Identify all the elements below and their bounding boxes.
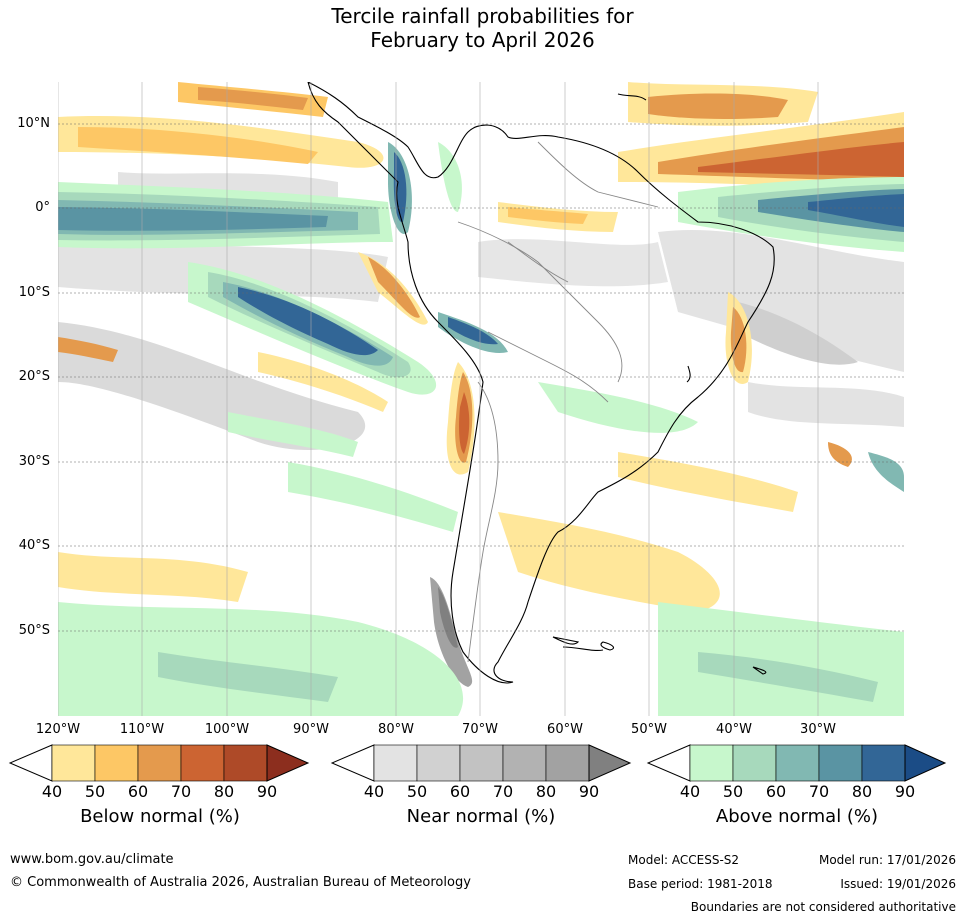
meridians — [58, 82, 819, 716]
below-swatch-6 — [266, 744, 310, 782]
title-line-2: February to April 2026 — [370, 28, 595, 52]
coastlines — [307, 82, 775, 684]
above-swatch-4 — [818, 744, 863, 782]
lat-label-10s: 10°S — [18, 285, 50, 300]
lon-label-50w: 50°W — [631, 722, 667, 737]
below-tick-90: 90 — [256, 782, 278, 801]
near-tick-80: 80 — [535, 782, 557, 801]
lat-label-30s: 30°S — [18, 454, 50, 469]
above-swatch-1 — [689, 744, 734, 782]
above-tick-50: 50 — [722, 782, 744, 801]
copyright-notice: © Commonwealth of Australia 2026, Austra… — [10, 875, 471, 890]
above-tick-80: 80 — [851, 782, 873, 801]
below-swatch-3 — [137, 744, 182, 782]
lon-label-70w: 70°W — [462, 722, 498, 737]
issued-date: Issued: 19/01/2026 — [840, 877, 956, 891]
lon-label-40w: 40°W — [716, 722, 752, 737]
model-name: Model: ACCESS-S2 — [628, 853, 740, 867]
above-tick-70: 70 — [808, 782, 830, 801]
near-normal-title: Near normal (%) — [406, 806, 556, 827]
map-canvas — [58, 82, 904, 716]
above-normal-title: Above normal (%) — [715, 806, 879, 827]
near-normal-areas — [58, 172, 904, 692]
lon-label-120w: 120°W — [35, 722, 81, 737]
map-title: Tercile rainfall probabilities for Febru… — [0, 4, 965, 52]
colorbar-near-normal — [330, 744, 632, 782]
above-normal-areas — [58, 142, 904, 716]
near-tick-60: 60 — [449, 782, 471, 801]
near-tick-50: 50 — [406, 782, 428, 801]
above-tick-40: 40 — [679, 782, 701, 801]
near-swatch-2 — [416, 744, 461, 782]
base-period: Base period: 1981-2018 — [628, 877, 773, 891]
lat-label-50s: 50°S — [18, 623, 50, 638]
lat-label-20s: 20°S — [18, 369, 50, 384]
boundaries-disclaimer: Boundaries are not considered authoritat… — [690, 900, 956, 914]
below-swatch-1 — [51, 744, 96, 782]
lon-label-90w: 90°W — [293, 722, 329, 737]
title-line-1: Tercile rainfall probabilities for — [331, 4, 634, 28]
above-swatch-2 — [732, 744, 777, 782]
model-run-date: Model run: 17/01/2026 — [818, 853, 956, 867]
below-swatch-2 — [94, 744, 139, 782]
below-tick-50: 50 — [84, 782, 106, 801]
near-swatch-3 — [459, 744, 504, 782]
below-tick-40: 40 — [41, 782, 63, 801]
above-tick-60: 60 — [765, 782, 787, 801]
colorbar-above-normal — [646, 744, 947, 782]
above-swatch-3 — [775, 744, 820, 782]
lat-label-0: 0° — [35, 200, 50, 215]
lat-label-40s: 40°S — [18, 538, 50, 553]
near-swatch-5 — [545, 744, 590, 782]
lon-label-110w: 110°W — [119, 722, 165, 737]
colorbar-below-normal — [8, 744, 310, 782]
above-swatch-6 — [904, 744, 947, 782]
below-tick-70: 70 — [170, 782, 192, 801]
lat-label-10n: 10°N — [17, 116, 50, 131]
near-tick-70: 70 — [492, 782, 514, 801]
lon-label-60w: 60°W — [547, 722, 583, 737]
below-tick-80: 80 — [213, 782, 235, 801]
near-swatch-1 — [373, 744, 418, 782]
below-normal-title: Below normal (%) — [80, 806, 240, 827]
lon-label-30w: 30°W — [800, 722, 836, 737]
near-tick-90: 90 — [578, 782, 600, 801]
below-swatch-5 — [223, 744, 268, 782]
above-tick-90: 90 — [894, 782, 916, 801]
above-swatch-5 — [861, 744, 906, 782]
near-tick-40: 40 — [363, 782, 385, 801]
below-swatch-4 — [180, 744, 225, 782]
near-swatch-4 — [502, 744, 547, 782]
graticule — [58, 123, 904, 632]
rainfall-probability-map — [58, 82, 904, 716]
bom-url-link[interactable]: www.bom.gov.au/climate — [10, 852, 174, 867]
near-swatch-6 — [588, 744, 632, 782]
below-tick-60: 60 — [127, 782, 149, 801]
lon-label-80w: 80°W — [378, 722, 414, 737]
lon-label-100w: 100°W — [204, 722, 250, 737]
